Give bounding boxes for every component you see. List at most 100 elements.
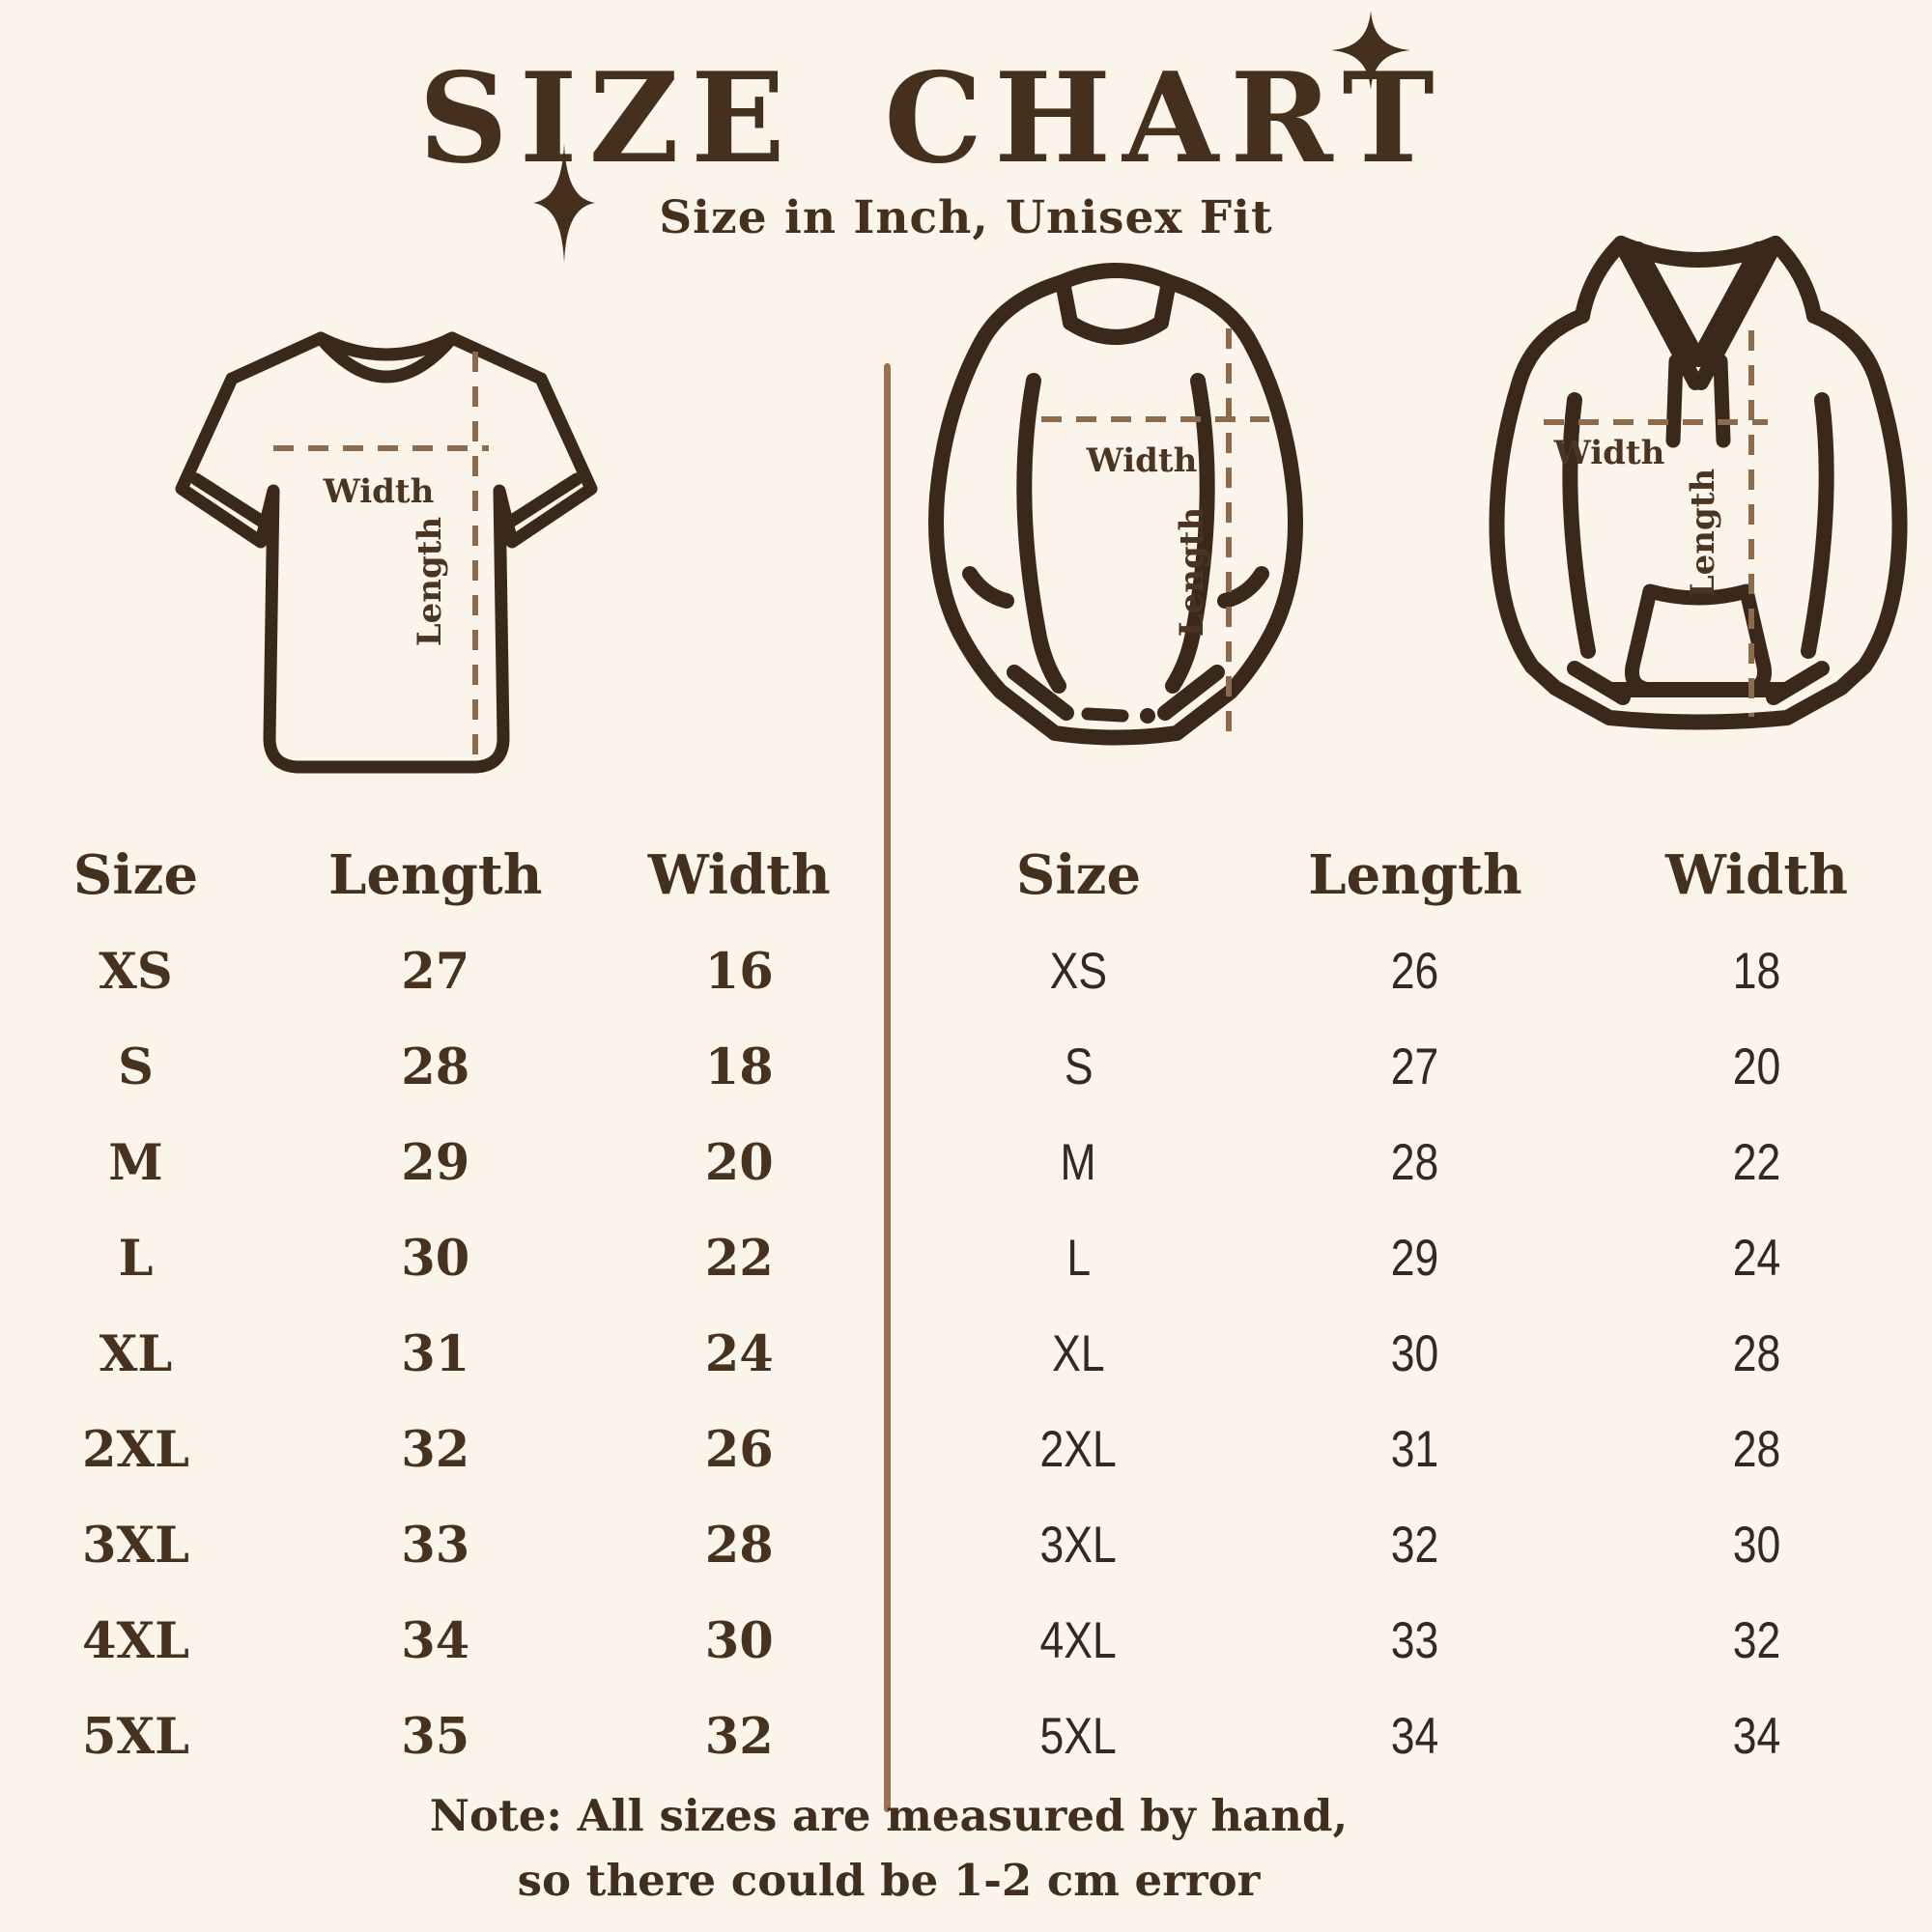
- size-cell: 4XL: [1039, 1612, 1118, 1669]
- size-cell: S: [118, 1037, 154, 1096]
- length-cell: 30: [401, 1229, 470, 1288]
- table-header-row: Size Length Width: [29, 827, 850, 923]
- width-cell: 18: [704, 1037, 774, 1096]
- size-cell: M: [108, 1133, 163, 1192]
- hoodie-width-label: Width: [1553, 434, 1665, 472]
- length-cell: 34: [1391, 1708, 1439, 1765]
- size-cell: L: [118, 1229, 154, 1288]
- tshirt-outline: [175, 331, 598, 774]
- size-cell: 3XL: [82, 1516, 189, 1575]
- column-header-size: Size: [72, 843, 199, 907]
- size-cell: S: [1064, 1038, 1094, 1095]
- length-cell: 34: [401, 1611, 470, 1670]
- note-line-2: so there could be 1-2 cm error: [517, 1855, 1261, 1906]
- measurement-note: Note: All sizes are measured by hand, so…: [309, 1783, 1468, 1913]
- column-header-width: Width: [647, 843, 831, 907]
- width-cell: 26: [704, 1420, 774, 1479]
- size-cell: 2XL: [1039, 1421, 1118, 1478]
- table-row: XL 30 28: [932, 1306, 1908, 1402]
- tshirt-illustration: Width Length: [175, 331, 598, 774]
- table-row: S 27 20: [932, 1019, 1908, 1115]
- divider-line: [884, 363, 891, 1812]
- size-cell: L: [1066, 1230, 1091, 1287]
- length-cell: 29: [1391, 1230, 1439, 1287]
- sweatshirt-length-label: Length: [1173, 507, 1211, 637]
- length-cell: 29: [401, 1133, 470, 1192]
- width-cell: 32: [1732, 1612, 1781, 1669]
- column-header-length: Length: [328, 843, 543, 907]
- hoodie-outline: [1489, 236, 1908, 730]
- note-line-1: Note: All sizes are measured by hand,: [429, 1790, 1349, 1841]
- hoodie-illustration: Width Length: [1489, 236, 1908, 730]
- table-row: 3XL 32 30: [932, 1497, 1908, 1593]
- size-cell: XS: [1049, 943, 1108, 1000]
- table-row: M 29 20: [29, 1115, 850, 1210]
- table-row: 2XL 32 26: [29, 1402, 850, 1497]
- table-row: 5XL 35 32: [29, 1689, 850, 1784]
- width-cell: 30: [704, 1611, 774, 1670]
- tshirt-width-label: Width: [323, 472, 435, 511]
- length-cell: 27: [401, 942, 470, 1001]
- width-cell: 20: [1732, 1038, 1781, 1095]
- size-cell: 5XL: [1039, 1708, 1118, 1765]
- sparkle-small-icon: [533, 143, 595, 263]
- sparkle-large-icon: [1331, 11, 1410, 90]
- table-row: XS 27 16: [29, 923, 850, 1019]
- table-row: L 30 22: [29, 1210, 850, 1306]
- sweatshirt-hoodie-size-table: Size Length Width XS 26 18 S 27 20 M 28 …: [932, 827, 1908, 1784]
- length-cell: 28: [1391, 1134, 1439, 1191]
- table-row: L 29 24: [932, 1210, 1908, 1306]
- table-row: XS 26 18: [932, 923, 1908, 1019]
- length-cell: 26: [1391, 943, 1439, 1000]
- size-cell: XL: [99, 1324, 173, 1383]
- length-cell: 30: [1391, 1325, 1439, 1382]
- table-row: S 28 18: [29, 1019, 850, 1115]
- page-subtitle: Size in Inch, Unisex Fit: [659, 191, 1273, 244]
- length-cell: 31: [1391, 1421, 1439, 1478]
- table-row: 3XL 33 28: [29, 1497, 850, 1593]
- table-row: 2XL 31 28: [932, 1402, 1908, 1497]
- column-header-size: Size: [1015, 843, 1142, 907]
- length-cell: 35: [401, 1707, 470, 1766]
- width-cell: 28: [1732, 1325, 1781, 1382]
- tshirt-size-table: Size Length Width XS 27 16 S 28 18 M 29 …: [29, 827, 850, 1784]
- width-cell: 16: [704, 942, 774, 1001]
- table-row: 5XL 34 34: [932, 1689, 1908, 1784]
- table-header-row: Size Length Width: [932, 827, 1908, 923]
- length-cell: 33: [401, 1516, 470, 1575]
- width-cell: 18: [1732, 943, 1781, 1000]
- size-cell: XL: [1052, 1325, 1105, 1382]
- length-cell: 32: [401, 1420, 470, 1479]
- length-cell: 33: [1391, 1612, 1439, 1669]
- table-row: XL 31 24: [29, 1306, 850, 1402]
- width-cell: 34: [1732, 1708, 1781, 1765]
- width-cell: 28: [1732, 1421, 1781, 1478]
- sweatshirt-width-label: Width: [1086, 441, 1198, 480]
- width-cell: 30: [1732, 1517, 1781, 1574]
- length-cell: 31: [401, 1324, 470, 1383]
- sweatshirt-hem-dot: [1140, 708, 1155, 724]
- tshirt-length-label: Length: [411, 517, 449, 646]
- length-cell: 32: [1391, 1517, 1439, 1574]
- table-row: 4XL 33 32: [932, 1593, 1908, 1689]
- size-cell: XS: [99, 942, 173, 1001]
- column-header-width: Width: [1664, 843, 1848, 907]
- width-cell: 32: [704, 1707, 774, 1766]
- sweatshirt-illustration: Width Length: [928, 263, 1303, 746]
- size-cell: 5XL: [82, 1707, 189, 1766]
- column-header-length: Length: [1308, 843, 1522, 907]
- size-cell: 4XL: [82, 1611, 189, 1670]
- width-cell: 22: [704, 1229, 774, 1288]
- width-cell: 20: [704, 1133, 774, 1192]
- length-cell: 28: [401, 1037, 470, 1096]
- page-title: SIZE CHART: [418, 46, 1446, 191]
- width-cell: 24: [1732, 1230, 1781, 1287]
- table-row: M 28 22: [932, 1115, 1908, 1210]
- sweatshirt-outline: [928, 263, 1303, 746]
- length-cell: 27: [1391, 1038, 1439, 1095]
- size-cell: 3XL: [1039, 1517, 1118, 1574]
- hoodie-length-label: Length: [1684, 469, 1722, 598]
- width-cell: 24: [704, 1324, 774, 1383]
- size-cell: M: [1060, 1134, 1097, 1191]
- size-cell: 2XL: [82, 1420, 189, 1479]
